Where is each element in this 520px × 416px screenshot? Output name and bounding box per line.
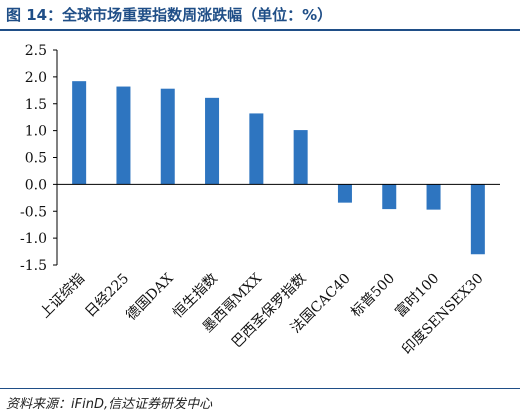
x-tick-labels: 上证综指日经225德国DAX恒生指数墨西哥MXX巴西圣保罗指数法国CAC40标普… bbox=[37, 270, 487, 358]
y-tick-label: 2.5 bbox=[25, 43, 47, 59]
bar-chart: 2.5 2.0 1.5 1.0 0.5 0.0 -0.5 -1.0 -1.5 上证综指日经225… bbox=[20, 43, 500, 358]
y-tick-label: 1.0 bbox=[25, 124, 47, 140]
bars bbox=[72, 81, 485, 255]
bar bbox=[205, 97, 220, 185]
bar bbox=[72, 81, 87, 185]
y-tick-label: -0.5 bbox=[20, 204, 47, 220]
y-tick-label: -1.0 bbox=[20, 231, 47, 247]
bar bbox=[249, 113, 264, 185]
y-tick-label: 1.5 bbox=[25, 97, 47, 113]
bar bbox=[160, 88, 175, 185]
chart-title: 图 14：全球市场重要指数周涨跌幅（单位：%） bbox=[6, 6, 333, 24]
x-tick-label: 标普500 bbox=[348, 271, 398, 321]
bar bbox=[337, 184, 352, 203]
source-divider bbox=[0, 388, 520, 389]
x-tick-label: 上证综指 bbox=[37, 271, 88, 322]
y-tick-label: 0.5 bbox=[25, 151, 47, 167]
title-divider bbox=[0, 29, 520, 31]
x-tick-label: 印度SENSEX30 bbox=[399, 271, 486, 358]
source-note: 资料来源：iFinD,信达证券研发中心 bbox=[6, 397, 213, 412]
x-tick-label: 德国DAX bbox=[123, 270, 176, 323]
bar bbox=[426, 184, 441, 210]
bar bbox=[382, 184, 397, 210]
y-tick-label: 2.0 bbox=[25, 70, 47, 86]
bar bbox=[293, 130, 308, 185]
y-axis: 2.5 2.0 1.5 1.0 0.5 0.0 -0.5 -1.0 -1.5 bbox=[20, 43, 58, 274]
bar bbox=[470, 184, 485, 255]
y-tick-label: 0.0 bbox=[25, 177, 47, 193]
y-tick-label: -1.5 bbox=[20, 258, 47, 274]
bar bbox=[116, 86, 131, 185]
